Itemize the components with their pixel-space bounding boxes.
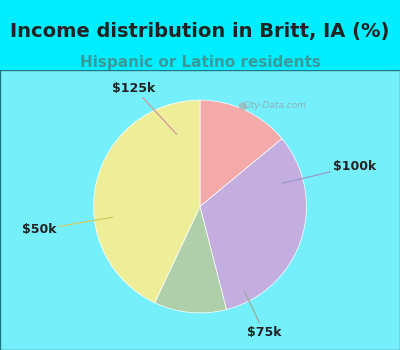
Text: Income distribution in Britt, IA (%): Income distribution in Britt, IA (%) [10, 22, 390, 41]
Wedge shape [155, 206, 226, 313]
Text: $125k: $125k [112, 82, 176, 134]
Text: ●: ● [238, 100, 248, 110]
Text: Hispanic or Latino residents: Hispanic or Latino residents [80, 55, 320, 70]
FancyBboxPatch shape [0, 70, 400, 350]
Wedge shape [200, 139, 306, 309]
Text: City-Data.com: City-Data.com [242, 101, 306, 110]
Text: $50k: $50k [22, 217, 113, 236]
Wedge shape [200, 100, 282, 206]
Text: $75k: $75k [245, 292, 281, 339]
Wedge shape [94, 100, 200, 303]
Text: $100k: $100k [283, 160, 376, 183]
